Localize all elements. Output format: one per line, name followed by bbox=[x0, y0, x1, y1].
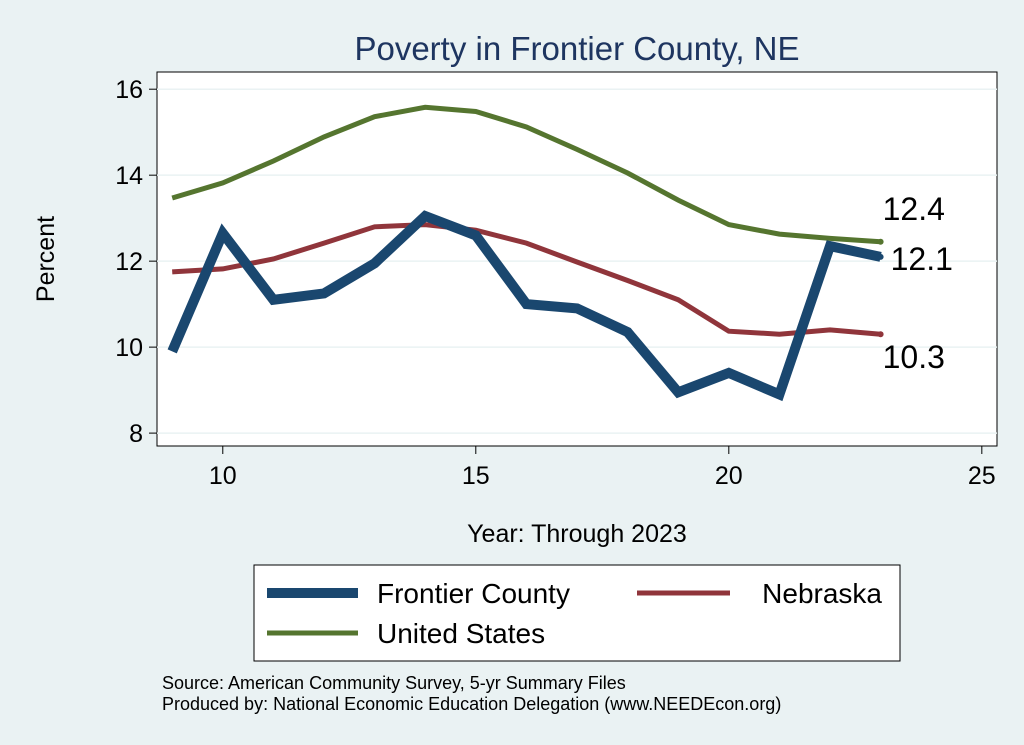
series-line-united-states bbox=[171, 104, 881, 245]
x-axis-label: Year: Through 2023 bbox=[467, 520, 687, 548]
legend-box bbox=[253, 564, 901, 662]
x-tick-label: 20 bbox=[715, 462, 743, 490]
x-axis: 10 15 20 25 bbox=[209, 446, 996, 490]
series-line-nebraska bbox=[172, 222, 881, 337]
x-tick-label: 15 bbox=[462, 462, 490, 490]
source-note: Source: American Community Survey, 5-yr … bbox=[162, 673, 626, 693]
end-label-united-states: 12.4 bbox=[883, 191, 945, 227]
end-point-frontier-county bbox=[877, 253, 884, 260]
plot-area bbox=[156, 71, 998, 447]
legend-label-frontier-county: Frontier County bbox=[377, 578, 570, 609]
legend-label-united-states: United States bbox=[377, 618, 545, 649]
y-axis: 8 10 12 14 16 bbox=[115, 76, 157, 448]
y-tick-label: 14 bbox=[115, 162, 143, 190]
y-tick-label: 10 bbox=[115, 334, 143, 362]
y-tick-label: 12 bbox=[115, 248, 143, 276]
grid bbox=[157, 88, 997, 434]
y-tick-label: 16 bbox=[115, 76, 143, 104]
chart-title: Poverty in Frontier County, NE bbox=[354, 30, 799, 67]
legend-label-nebraska: Nebraska bbox=[762, 578, 882, 609]
series-lines bbox=[167, 104, 884, 402]
end-point-nebraska bbox=[877, 331, 884, 338]
end-label-nebraska: 10.3 bbox=[883, 339, 945, 375]
producer-note: Produced by: National Economic Education… bbox=[162, 694, 781, 714]
x-tick-label: 25 bbox=[968, 462, 996, 490]
end-point-united-states bbox=[877, 238, 884, 245]
end-label-frontier-county: 12.1 bbox=[891, 241, 953, 277]
y-axis-label: Percent bbox=[32, 216, 60, 302]
series-line-frontier-county bbox=[167, 210, 882, 402]
y-tick-label: 8 bbox=[129, 420, 143, 448]
legend: Frontier County Nebraska United States bbox=[253, 564, 901, 662]
end-labels: 12.1 10.3 12.4 bbox=[883, 191, 953, 375]
x-tick-label: 10 bbox=[209, 462, 237, 490]
